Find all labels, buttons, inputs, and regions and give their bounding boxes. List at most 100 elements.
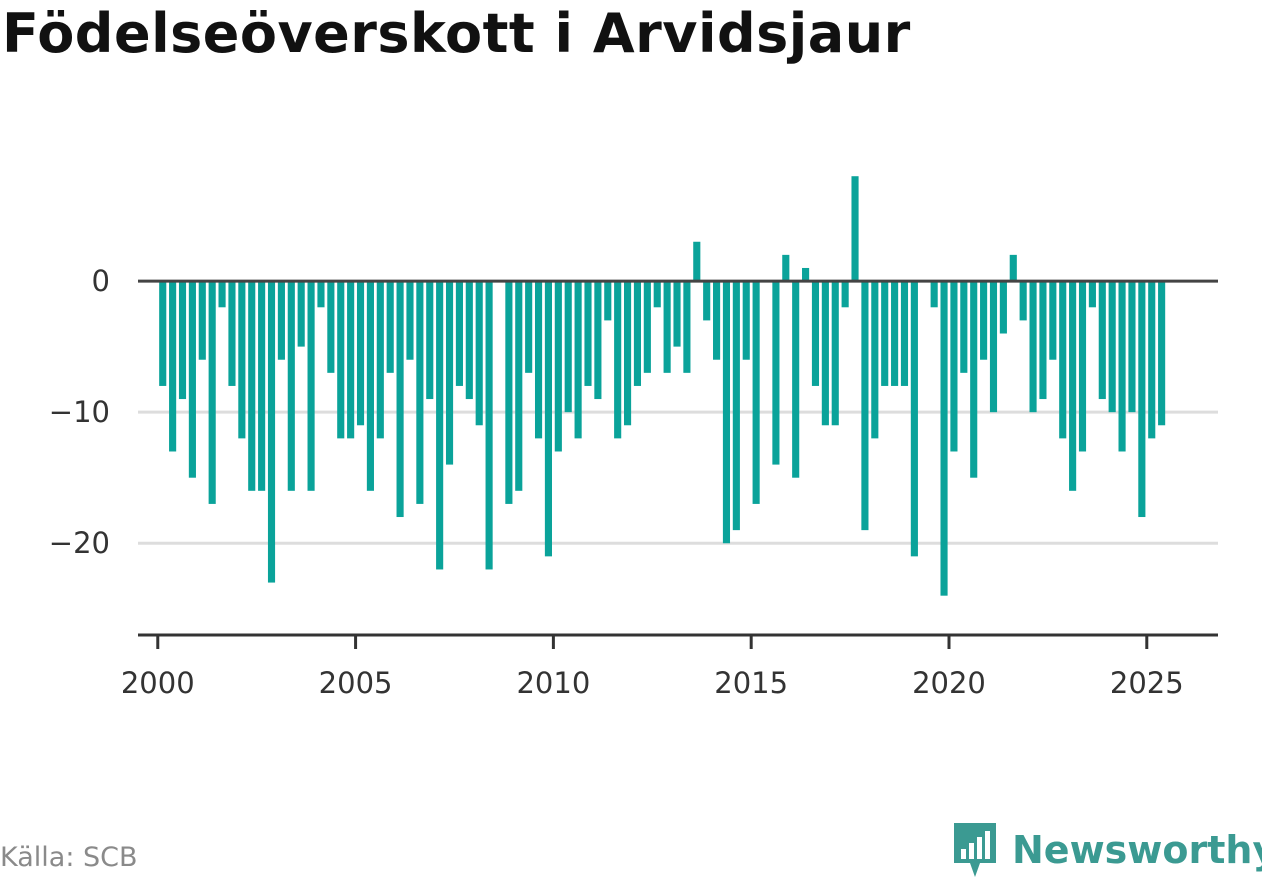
bar (732, 281, 740, 531)
bar (811, 281, 820, 386)
bar (564, 281, 572, 413)
bar (950, 281, 958, 452)
bar (881, 281, 889, 386)
bar (1019, 281, 1027, 321)
bar (1039, 281, 1047, 400)
bar (900, 281, 909, 386)
bar (485, 281, 493, 570)
bar (1118, 281, 1126, 452)
bar (960, 281, 968, 373)
bar (416, 281, 424, 504)
bar (673, 281, 681, 347)
bar (594, 281, 602, 400)
bar (258, 281, 266, 491)
bar (544, 281, 552, 557)
bar (1108, 281, 1116, 413)
x-tick-label: 2005 (319, 666, 393, 700)
bar (396, 281, 404, 518)
bar (802, 267, 810, 282)
bar (515, 281, 523, 491)
bar (1078, 281, 1087, 452)
bar (574, 281, 582, 439)
bar (386, 281, 394, 373)
bar (218, 281, 226, 308)
bar (337, 281, 345, 439)
bar (1158, 281, 1166, 426)
grid-lines (138, 410, 1218, 545)
y-tick-label: −10 (49, 395, 110, 429)
bar (534, 281, 543, 439)
bar (742, 281, 750, 360)
bar (970, 281, 978, 478)
bar (1069, 281, 1077, 491)
bar (159, 281, 167, 386)
y-axis-ticks: 0 −10 −20 (49, 264, 110, 560)
bar (871, 281, 879, 439)
newsworthy-logo-icon (954, 823, 996, 877)
bar (307, 281, 315, 491)
x-axis-ticks: 2000 2005 2010 2015 2020 2025 (121, 635, 1184, 700)
brand-name: Newsworthy (1012, 828, 1262, 872)
bar (475, 281, 483, 426)
bar (228, 281, 236, 386)
bar (436, 281, 444, 570)
chart-title: Födelseöverskott i Arvidsjaur (2, 2, 911, 65)
bar (910, 281, 918, 557)
bar (287, 281, 295, 491)
bar (683, 281, 691, 373)
y-tick-label: −20 (49, 526, 110, 560)
bar (782, 254, 790, 282)
bar (624, 281, 632, 426)
source-note: Källa: SCB (0, 842, 138, 873)
bar (188, 281, 196, 478)
bar (554, 281, 562, 452)
bar (614, 281, 622, 439)
bar (1088, 281, 1096, 308)
bar (267, 281, 276, 583)
bar (208, 281, 216, 504)
bar (999, 281, 1007, 334)
bar (406, 281, 414, 360)
x-tick-label: 2020 (912, 666, 986, 700)
bar (821, 281, 829, 426)
bar (722, 281, 731, 544)
bar (347, 281, 355, 439)
bar (713, 281, 721, 360)
bar (376, 281, 384, 439)
bar (1059, 281, 1067, 439)
bar (633, 281, 642, 386)
bar (317, 281, 325, 308)
bar (653, 281, 661, 308)
bar (178, 281, 187, 400)
bar (426, 281, 434, 400)
x-tick-label: 2000 (121, 666, 195, 700)
bar (584, 281, 592, 386)
bar (663, 281, 671, 373)
bars (159, 176, 1166, 596)
bar (297, 281, 305, 347)
bar (851, 176, 859, 282)
bar (169, 281, 177, 452)
bar (861, 281, 869, 531)
bar (238, 281, 246, 439)
bar (505, 281, 513, 504)
bar (643, 281, 651, 373)
bar (1148, 281, 1156, 439)
bar (1049, 281, 1057, 360)
bar (980, 281, 988, 360)
bar (465, 281, 473, 400)
bar (277, 281, 285, 360)
x-tick-label: 2015 (714, 666, 788, 700)
bar (198, 281, 206, 360)
bar (891, 281, 899, 386)
bar (693, 241, 701, 282)
bar (248, 281, 256, 491)
bar (703, 281, 711, 321)
brand-logo[interactable]: Newsworthy (950, 818, 1262, 882)
bar (366, 281, 374, 491)
bar (940, 281, 948, 596)
bar (604, 281, 612, 321)
bar (831, 281, 839, 426)
bar (356, 281, 365, 426)
